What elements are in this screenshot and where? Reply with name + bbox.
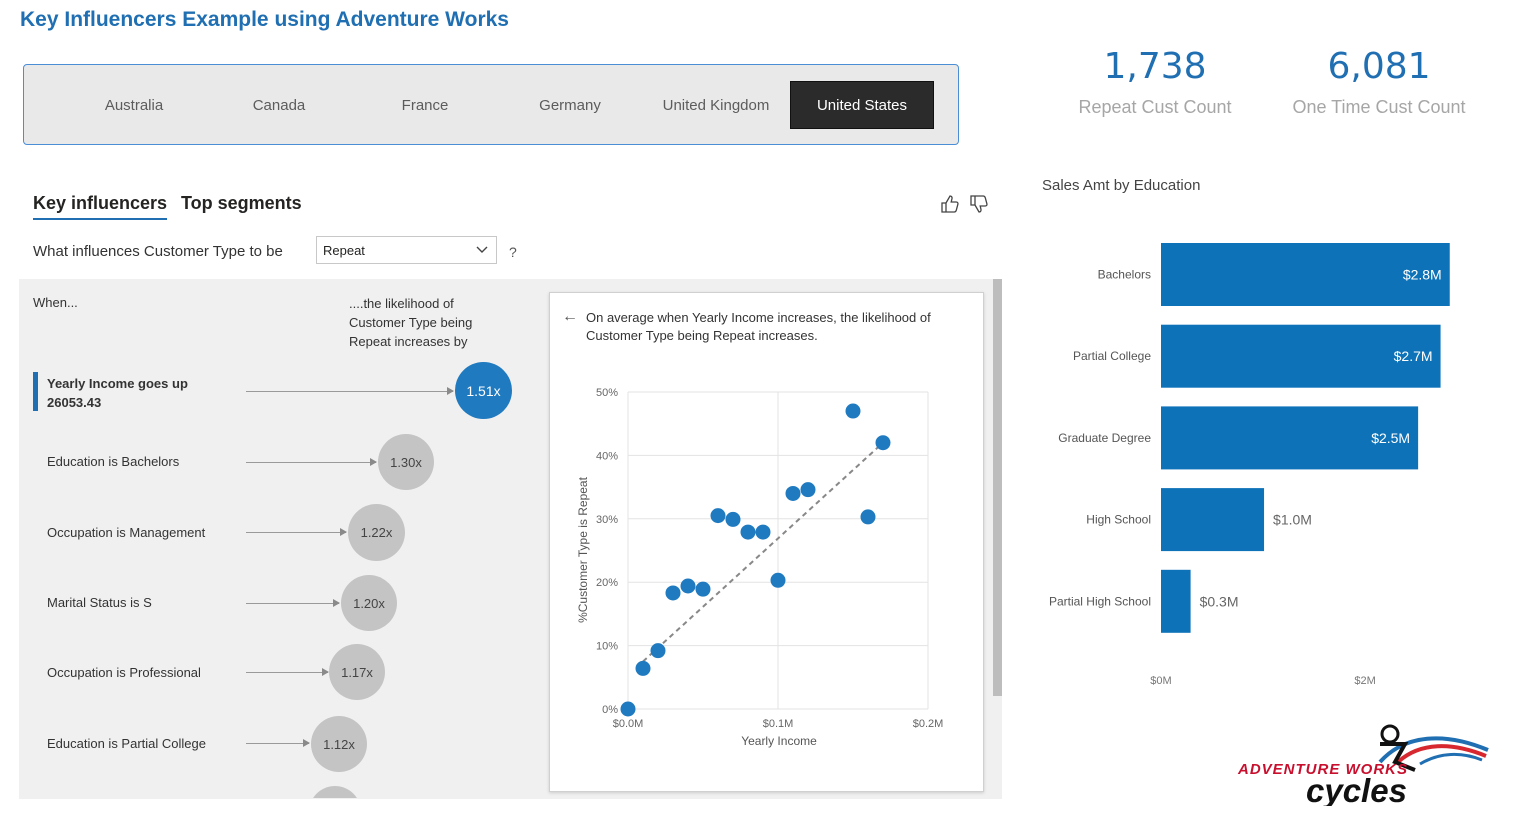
scrollbar[interactable] [993, 279, 1002, 696]
thumbs-up-icon[interactable] [939, 193, 961, 215]
slicer-item-united-states[interactable]: United States [790, 81, 934, 129]
scatter-y-axis-label: %Customer Type is Repeat [576, 476, 590, 623]
influencer-arrow [246, 458, 377, 466]
bar-category-label: High School [1086, 513, 1151, 527]
bar-chart-title: Sales Amt by Education [1042, 177, 1201, 194]
page-title: Key Influencers Example using Adventure … [20, 8, 509, 31]
scatter-chart: 0% 10% 20% 30% 40% 50% $0.0M $0.1M $0.2M Yearly… [576, 387, 944, 748]
bar-data-label: $1.0M [1273, 512, 1312, 528]
bar [1161, 324, 1441, 388]
customer-type-dropdown[interactable]: Repeat [316, 236, 497, 264]
trendline [642, 441, 884, 663]
scatter-x-tick: $0.2M [913, 718, 944, 730]
scatter-point [740, 524, 756, 540]
slicer-item-australia[interactable]: Australia [104, 96, 164, 114]
scatter-point [860, 509, 876, 525]
bar [1161, 569, 1191, 633]
influencer-arrow [246, 528, 347, 536]
bar-category-label: Partial High School [1049, 594, 1151, 608]
influencer-row-occupation-professional[interactable]: Occupation is Professional [47, 665, 201, 680]
bar-category-label: Bachelors [1098, 268, 1151, 282]
influencer-row-education-partial-college[interactable]: Education is Partial College [47, 736, 206, 751]
scatter-point [695, 581, 711, 597]
help-icon[interactable]: ? [509, 244, 517, 260]
scatter-point [650, 643, 666, 659]
logo-text-top: ADVENTURE WORKS [1237, 761, 1408, 778]
bar [1161, 243, 1450, 306]
when-column-header: When... [33, 295, 78, 310]
scatter-y-tick: 50% [596, 387, 618, 399]
repeat-cust-count-label: Repeat Cust Count [1078, 97, 1232, 117]
tab-top-segments[interactable]: Top segments [181, 193, 302, 213]
influencer-row-yearly-income[interactable]: Yearly Income goes up 26053.43 [47, 374, 188, 412]
scatter-point [845, 403, 861, 419]
bar-data-label: $0.3M [1200, 593, 1239, 609]
scatter-point [710, 508, 726, 524]
scatter-point [770, 572, 786, 588]
scatter-point [680, 578, 696, 594]
influencer-row-marital-status[interactable]: Marital Status is S [47, 595, 152, 610]
slicer-item-germany[interactable]: Germany [539, 96, 601, 114]
likelihood-column-header: ....the likelihood of Customer Type bein… [349, 296, 473, 349]
scatter-point [875, 435, 891, 451]
bar-data-label: $2.5M [1371, 430, 1410, 446]
bar-category-label: Graduate Degree [1058, 431, 1151, 445]
scatter-point [620, 701, 636, 717]
selected-row-indicator [33, 372, 38, 411]
tab-key-influencers[interactable]: Key influencers [33, 193, 168, 220]
slicer-item-france[interactable]: France [401, 96, 449, 114]
influencer-bubble[interactable]: 1.17x [329, 644, 385, 700]
one-time-cust-count-label: One Time Cust Count [1292, 97, 1466, 117]
adventure-works-logo: ADVENTURE WORKS cycles [1237, 724, 1489, 806]
thumbs-down-icon[interactable] [968, 193, 990, 215]
influencer-bubble[interactable]: 1.12x [311, 716, 367, 772]
one-time-cust-count-value: 6,081 [1327, 46, 1431, 87]
scatter-x-tick: $0.0M [613, 718, 644, 730]
repeat-cust-count-value: 1,738 [1103, 46, 1207, 87]
influencer-arrow [246, 668, 329, 676]
influencer-arrow [246, 387, 454, 395]
bar [1161, 406, 1419, 470]
back-arrow-icon[interactable]: ← [562, 308, 578, 325]
scatter-point [800, 482, 816, 498]
slicer-item-united-kingdom[interactable]: United Kingdom [662, 96, 770, 114]
scatter-y-tick: 10% [596, 641, 618, 653]
scatter-y-tick: 30% [596, 514, 618, 526]
influencer-row-occupation-management[interactable]: Occupation is Management [47, 525, 206, 540]
scatter-point [725, 511, 741, 527]
scatter-point [635, 660, 651, 676]
scatter-y-tick: 20% [596, 577, 618, 589]
influencer-bubble[interactable]: 1.51x [455, 362, 512, 419]
bar-x-tick: $2M [1354, 675, 1375, 687]
scatter-x-axis-label: Yearly Income [741, 734, 817, 748]
scatter-y-tick: 0% [602, 704, 618, 716]
question-text: What influences Customer Type to be [33, 243, 283, 260]
chevron-down-icon [476, 246, 488, 253]
bar [1161, 488, 1265, 552]
bar-data-label: $2.8M [1403, 267, 1442, 283]
influencer-arrow [246, 599, 340, 607]
bar-data-label: $2.7M [1394, 348, 1433, 364]
detail-description: On average when Yearly Income increases,… [586, 310, 931, 343]
influencer-bubble-partial [309, 786, 361, 798]
bar-category-label: Partial College [1073, 349, 1151, 363]
influencer-arrow [246, 739, 310, 747]
bar-x-tick: $0M [1150, 675, 1171, 687]
influencer-label: Yearly Income goes up [47, 376, 188, 391]
logo-text-bottom: cycles [1306, 772, 1407, 806]
scatter-point [755, 524, 771, 540]
influencer-bubble[interactable]: 1.30x [378, 434, 434, 490]
scatter-point [785, 485, 801, 501]
scatter-x-tick: $0.1M [763, 718, 794, 730]
scatter-y-tick: 40% [596, 450, 618, 462]
bar-chart: Bachelors $2.8M Partial College $2.7M Gradua… [1049, 243, 1450, 687]
dropdown-selected-value: Repeat [323, 243, 365, 258]
influencer-bubble[interactable]: 1.20x [341, 575, 397, 631]
country-slicer: Australia Canada France Germany United K… [23, 64, 959, 145]
scatter-point [665, 585, 681, 601]
slicer-item-canada[interactable]: Canada [252, 96, 306, 114]
influencer-row-education-bachelors[interactable]: Education is Bachelors [47, 454, 180, 469]
influencer-bubble[interactable]: 1.22x [348, 504, 405, 561]
influencer-threshold: 26053.43 [47, 395, 102, 410]
